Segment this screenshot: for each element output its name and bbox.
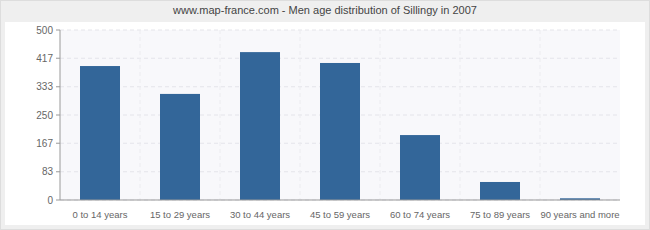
grid-line-vertical <box>380 30 381 200</box>
grid-line-vertical <box>140 30 141 200</box>
title: www.map-france.com - Men age distributio… <box>172 4 477 16</box>
bar <box>400 135 440 200</box>
grid-line-vertical <box>300 30 301 200</box>
x-tick-label: 90 years and more <box>540 209 619 220</box>
tick-mark <box>56 200 60 201</box>
y-axis <box>60 30 61 200</box>
plot-area <box>60 30 620 200</box>
y-tick-label: 0 <box>47 195 53 206</box>
x-axis <box>60 200 620 201</box>
y-tick-label: 250 <box>36 110 53 121</box>
tick-mark <box>56 30 60 31</box>
tick-mark <box>56 143 60 144</box>
x-tick-label: 75 to 89 years <box>470 209 530 220</box>
grid-line-vertical <box>220 30 221 200</box>
bar <box>240 52 280 200</box>
bar <box>160 94 200 200</box>
x-tick-label: 15 to 29 years <box>150 209 210 220</box>
bar <box>320 63 360 200</box>
x-tick-label: 45 to 59 years <box>310 209 370 220</box>
grid-line <box>60 58 620 59</box>
grid-line <box>60 30 620 31</box>
background <box>1 1 650 230</box>
bar <box>480 182 520 200</box>
tick-mark <box>56 115 60 116</box>
panel <box>5 22 645 225</box>
y-tick-label: 167 <box>36 138 53 149</box>
grid-line-vertical <box>540 30 541 200</box>
bars <box>80 52 600 200</box>
tick-mark <box>56 58 60 59</box>
y-tick-label: 500 <box>36 25 53 36</box>
x-tick-label: 60 to 74 years <box>390 209 450 220</box>
chart: www.map-france.com - Men age distributio… <box>0 0 650 230</box>
x-tick-label: 0 to 14 years <box>73 209 128 220</box>
bar <box>80 66 120 200</box>
grid-line <box>60 200 620 201</box>
tick-mark <box>56 171 60 172</box>
y-tick-label: 417 <box>36 53 53 64</box>
y-tick-label: 333 <box>36 81 53 92</box>
tick-mark <box>56 86 60 87</box>
grid-line-vertical <box>460 30 461 200</box>
y-tick-label: 83 <box>42 166 54 177</box>
x-tick-label: 30 to 44 years <box>230 209 290 220</box>
